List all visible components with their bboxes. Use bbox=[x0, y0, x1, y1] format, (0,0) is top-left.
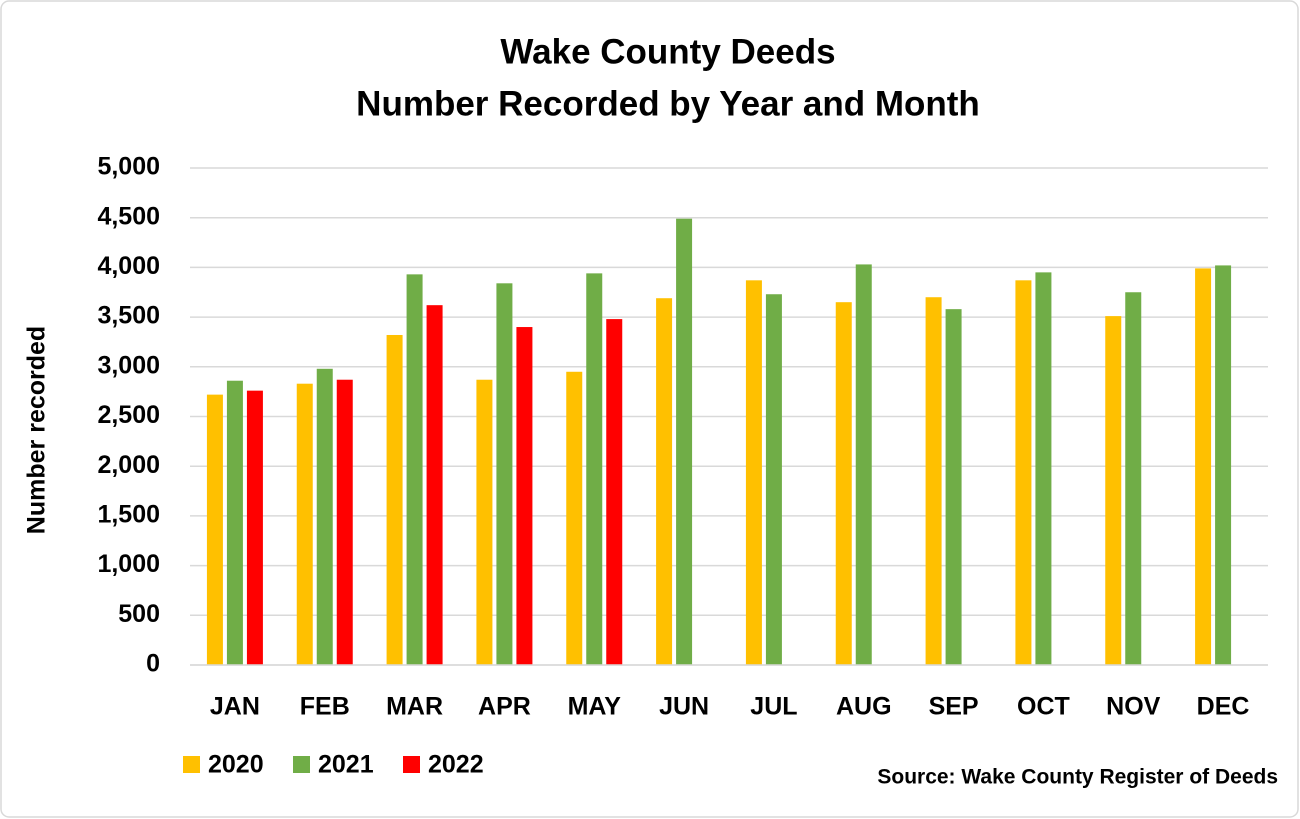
bar bbox=[516, 327, 533, 665]
y-tick-label: 3,000 bbox=[97, 351, 160, 379]
y-tick-label: 500 bbox=[118, 600, 160, 628]
legend-swatch bbox=[293, 756, 310, 773]
x-tick-label: APR bbox=[478, 693, 531, 721]
y-tick-label: 2,500 bbox=[97, 401, 160, 429]
y-tick-label: 1,500 bbox=[97, 501, 160, 529]
bar bbox=[1125, 292, 1142, 665]
bar bbox=[1195, 268, 1212, 665]
x-tick-label: DEC bbox=[1197, 693, 1250, 721]
y-tick-label: 3,500 bbox=[97, 302, 160, 330]
chart-subtitle: Number Recorded by Year and Month bbox=[356, 84, 980, 123]
y-tick-label: 2,000 bbox=[97, 451, 160, 479]
bar bbox=[566, 371, 583, 665]
bar bbox=[1015, 280, 1032, 665]
x-tick-label: AUG bbox=[836, 693, 892, 721]
legend-label: 2022 bbox=[428, 751, 484, 779]
bar bbox=[316, 368, 333, 665]
x-tick-label: MAR bbox=[386, 693, 443, 721]
source-note: Source: Wake County Register of Deeds bbox=[877, 766, 1278, 789]
x-tick-label: JUN bbox=[659, 693, 709, 721]
x-tick-label: JUL bbox=[750, 693, 797, 721]
bar bbox=[945, 309, 962, 665]
bar bbox=[606, 319, 623, 665]
bar bbox=[296, 383, 313, 665]
bar bbox=[855, 264, 872, 665]
bar bbox=[1105, 316, 1122, 665]
y-tick-label: 4,500 bbox=[97, 202, 160, 230]
y-axis-label: Number recorded bbox=[23, 326, 51, 534]
legend-label: 2021 bbox=[318, 751, 374, 779]
y-tick-label: 0 bbox=[146, 650, 160, 678]
bar bbox=[745, 280, 762, 665]
y-tick-label: 5,000 bbox=[97, 153, 160, 181]
bar bbox=[406, 274, 423, 665]
bar bbox=[1215, 265, 1232, 665]
bar bbox=[925, 297, 942, 665]
legend-swatch bbox=[403, 756, 420, 773]
legend-label: 2020 bbox=[208, 751, 264, 779]
x-tick-label: JAN bbox=[210, 693, 260, 721]
legend-swatch bbox=[183, 756, 200, 773]
bar bbox=[496, 283, 513, 665]
bar bbox=[656, 298, 673, 665]
bar bbox=[426, 305, 443, 665]
chart-title: Wake County Deeds bbox=[500, 32, 835, 71]
bar bbox=[765, 294, 782, 665]
bar bbox=[246, 390, 263, 665]
bar bbox=[336, 379, 353, 665]
x-tick-label: OCT bbox=[1017, 693, 1070, 721]
bar bbox=[835, 302, 852, 665]
bar bbox=[386, 334, 403, 665]
bar bbox=[206, 394, 223, 665]
x-tick-label: SEP bbox=[929, 693, 979, 721]
bar bbox=[586, 273, 603, 665]
y-tick-label: 4,000 bbox=[97, 252, 160, 280]
bar bbox=[1035, 272, 1052, 665]
bar bbox=[476, 379, 493, 665]
y-tick-label: 1,000 bbox=[97, 550, 160, 578]
bar bbox=[226, 380, 243, 665]
x-tick-label: NOV bbox=[1106, 693, 1161, 721]
x-tick-label: MAY bbox=[568, 693, 622, 721]
x-tick-label: FEB bbox=[300, 693, 350, 721]
bar bbox=[676, 218, 693, 665]
